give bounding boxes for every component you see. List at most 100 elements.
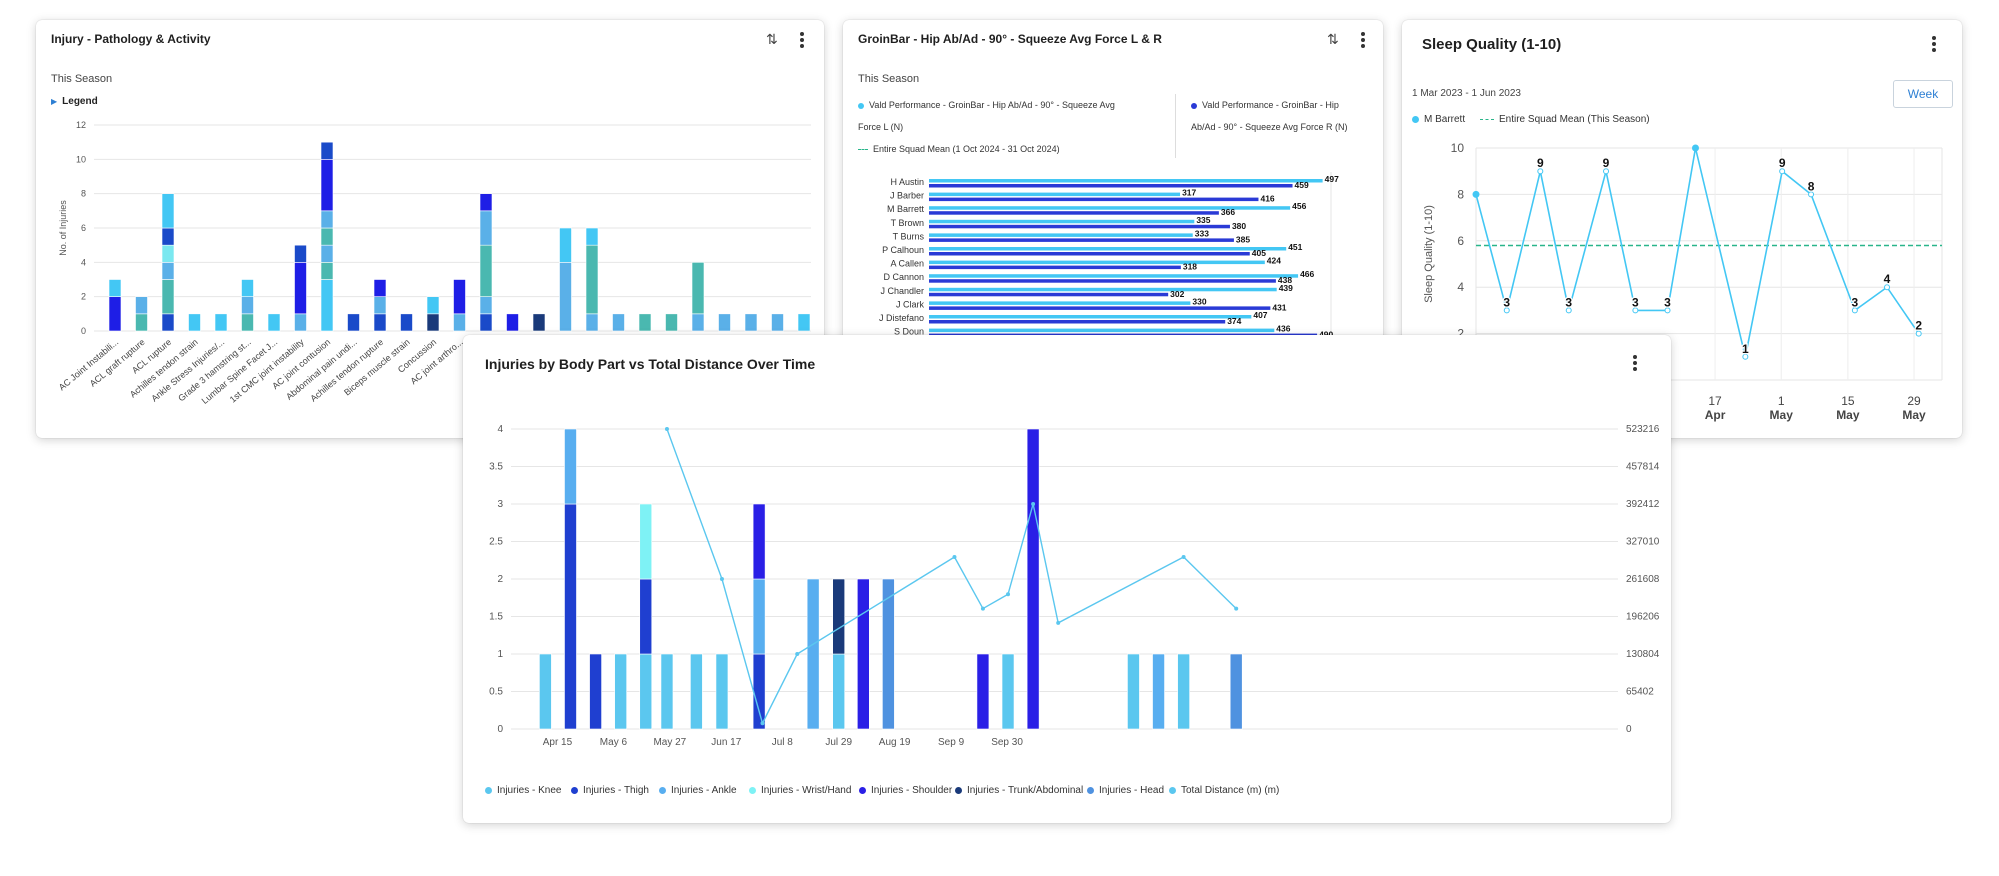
y-tick-label: 2 [1457, 327, 1464, 341]
legend-squad-mean: Entire Squad Mean (This Season) [1480, 114, 1650, 125]
bar-segment [373, 279, 387, 297]
week-button[interactable]: Week [1893, 80, 1953, 108]
bar-force-left [929, 179, 1323, 183]
body-part-distance-card: Injuries by Body Part vs Total Distance … [463, 335, 1671, 823]
bar-segment [400, 313, 413, 332]
bar-segment [506, 313, 519, 332]
legend-item[interactable]: Injuries - Shoulder [859, 785, 952, 796]
bar-force-right [929, 238, 1234, 242]
card-title: Injury - Pathology & Activity [51, 32, 211, 46]
data-point [1603, 168, 1610, 175]
bar-segment [1177, 653, 1190, 730]
x-tick-label: May [1836, 408, 1860, 422]
bar-segment [320, 244, 334, 263]
distance-line [666, 428, 1237, 726]
bar-segment [426, 313, 440, 332]
data-label: 407 [1253, 310, 1267, 320]
bar-force-left [929, 219, 1195, 224]
legend-dot [858, 102, 864, 109]
legend-item[interactable]: Injuries - Wrist/Hand [749, 785, 851, 796]
bar-segment [161, 193, 175, 229]
bar-force-right [929, 252, 1250, 256]
more-menu-icon[interactable] [1631, 353, 1639, 375]
distance-point [719, 577, 724, 581]
y2-tick-label: 65402 [1626, 687, 1654, 698]
y-tick-label: 1.5 [489, 612, 503, 623]
x-tick-label: 1 [1778, 394, 1785, 408]
bar-segment [479, 210, 493, 246]
bar-segment [559, 262, 572, 332]
legend-item[interactable]: Total Distance (m) (m) [1169, 785, 1279, 796]
y-tick-label: 3 [497, 499, 503, 510]
period-label: This Season [51, 73, 113, 85]
data-label: 302 [1170, 289, 1184, 299]
legend-item[interactable]: Injuries - Head [1087, 785, 1164, 796]
legend-toggle[interactable]: ▶ Legend [51, 96, 98, 107]
data-point [1742, 353, 1749, 360]
bar-force-right [929, 292, 1169, 297]
more-menu-icon[interactable] [798, 30, 806, 52]
player-name: A Callen [890, 259, 924, 269]
bar-segment [320, 210, 334, 229]
data-label: 438 [1278, 275, 1292, 285]
point-label: 3 [1503, 295, 1510, 309]
bar-force-left [929, 192, 1181, 197]
bar-segment [752, 578, 766, 655]
y-tick-label: 2 [497, 574, 503, 585]
distance-point [664, 427, 669, 431]
point-label: 9 [1779, 156, 1786, 170]
legend-item[interactable]: Injuries - Knee [485, 785, 561, 796]
distance-point [1031, 502, 1036, 506]
legend-dot [1169, 786, 1176, 794]
sort-icon[interactable]: ⇅ [766, 31, 778, 47]
player-name: P Calhoun [882, 245, 924, 255]
bar-force-left [929, 260, 1265, 265]
legend-label: Injuries - Head [1099, 785, 1165, 796]
data-label: 431 [1272, 302, 1286, 312]
body-part-combo-chart: 0 0.5 1 1.5 2 2.5 3 3.5 4 0 65402 130804 196206 26160… [489, 424, 1660, 748]
legend-item[interactable]: Injuries - Thigh [571, 785, 649, 796]
data-label: 416 [1260, 194, 1274, 204]
legend-label: Injuries - Thigh [583, 785, 649, 796]
bar-segment [718, 313, 731, 332]
legend-dash [1480, 118, 1494, 120]
bar-segment [241, 296, 254, 315]
distance-point [1181, 554, 1186, 559]
bar-segment [320, 262, 334, 280]
data-label: 466 [1300, 269, 1314, 279]
more-menu-icon[interactable] [1930, 34, 1938, 56]
bar-force-left [929, 315, 1252, 319]
injury-pathology-card: Injury - Pathology & Activity ⇅ This Sea… [36, 20, 824, 438]
bar-segment [161, 227, 175, 246]
bar-segment [161, 313, 175, 332]
y2-tick-label: 261608 [1626, 574, 1660, 585]
bar-force-right [929, 265, 1181, 270]
data-point [1808, 191, 1815, 198]
bar-segment [135, 296, 148, 315]
data-point [1537, 168, 1544, 175]
sort-icon[interactable]: ⇅ [1327, 31, 1339, 47]
y-tick-label: 4 [497, 424, 503, 435]
legend-item[interactable]: Injuries - Ankle [659, 785, 737, 796]
legend-left-force: Vald Performance - GroinBar - Hip Ab/Ad … [858, 100, 1115, 110]
data-label: 380 [1232, 221, 1246, 231]
bar-segment [479, 244, 493, 297]
legend-dot [571, 786, 578, 794]
y-tick-label: 2 [81, 292, 86, 302]
distance-point [760, 721, 765, 726]
bar-segment [976, 653, 990, 730]
bar-force-right [929, 306, 1271, 310]
point-label: 4 [1884, 272, 1891, 286]
bar-segment [690, 653, 703, 730]
card-title: Sleep Quality (1-10) [1422, 36, 1562, 53]
bar-segment [320, 141, 334, 160]
legend-item[interactable]: Injuries - Trunk/Abdominal [955, 785, 1083, 796]
data-label: 459 [1295, 180, 1309, 190]
x-tick-label: Sep 9 [938, 737, 965, 748]
legend-dot [955, 786, 962, 794]
more-menu-icon[interactable] [1359, 30, 1367, 52]
player-name: S Doun [894, 327, 924, 337]
data-label: 497 [1325, 174, 1339, 184]
y2-tick-label: 196206 [1626, 612, 1660, 623]
bar-segment [797, 313, 811, 332]
